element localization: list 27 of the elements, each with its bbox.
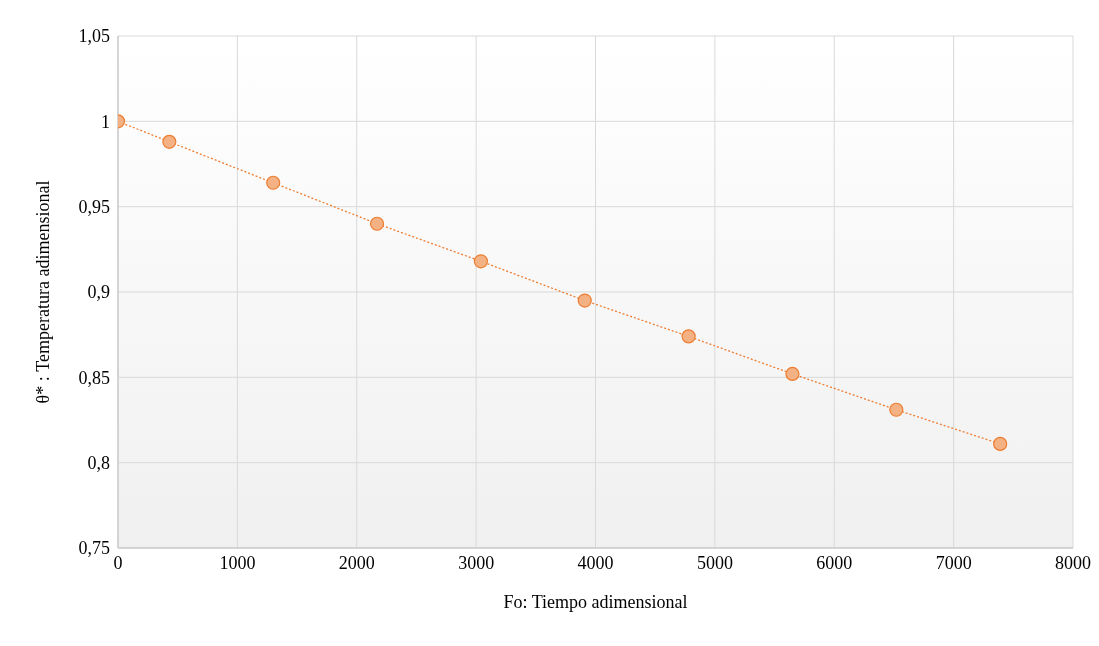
point <box>681 329 696 344</box>
x-tick-label: 3000 <box>458 552 495 573</box>
x-tick-label: 7000 <box>935 552 972 573</box>
y-tick-label: 0,85 <box>78 367 110 388</box>
x-tick-label: 4000 <box>577 552 614 573</box>
x-tick-label: 2000 <box>338 552 375 573</box>
point <box>266 175 281 190</box>
point <box>889 402 904 417</box>
point <box>577 293 592 308</box>
x-axis-title: Fo: Tiempo adimensional <box>503 592 688 612</box>
point <box>369 216 385 231</box>
y-tick-label: 0,75 <box>78 538 110 559</box>
y-axis-title: θ* : Temperatura adimensional <box>33 180 54 404</box>
point <box>993 436 1008 451</box>
point <box>162 134 177 149</box>
y-tick-label: 1 <box>101 111 110 132</box>
y-tick-label: 0,9 <box>87 282 110 303</box>
point <box>785 366 800 382</box>
y-tick-label: 0,8 <box>87 453 110 474</box>
y-tick-label: 0,95 <box>78 197 110 218</box>
y-tick-label: 1,05 <box>78 26 110 47</box>
x-tick-label: 6000 <box>816 552 853 573</box>
x-tick-label: 0 <box>113 552 123 573</box>
x-tick-label: 1000 <box>219 552 256 573</box>
x-tick-label: 8000 <box>1055 552 1091 573</box>
x-tick-label: 5000 <box>696 552 733 573</box>
point <box>473 254 488 269</box>
